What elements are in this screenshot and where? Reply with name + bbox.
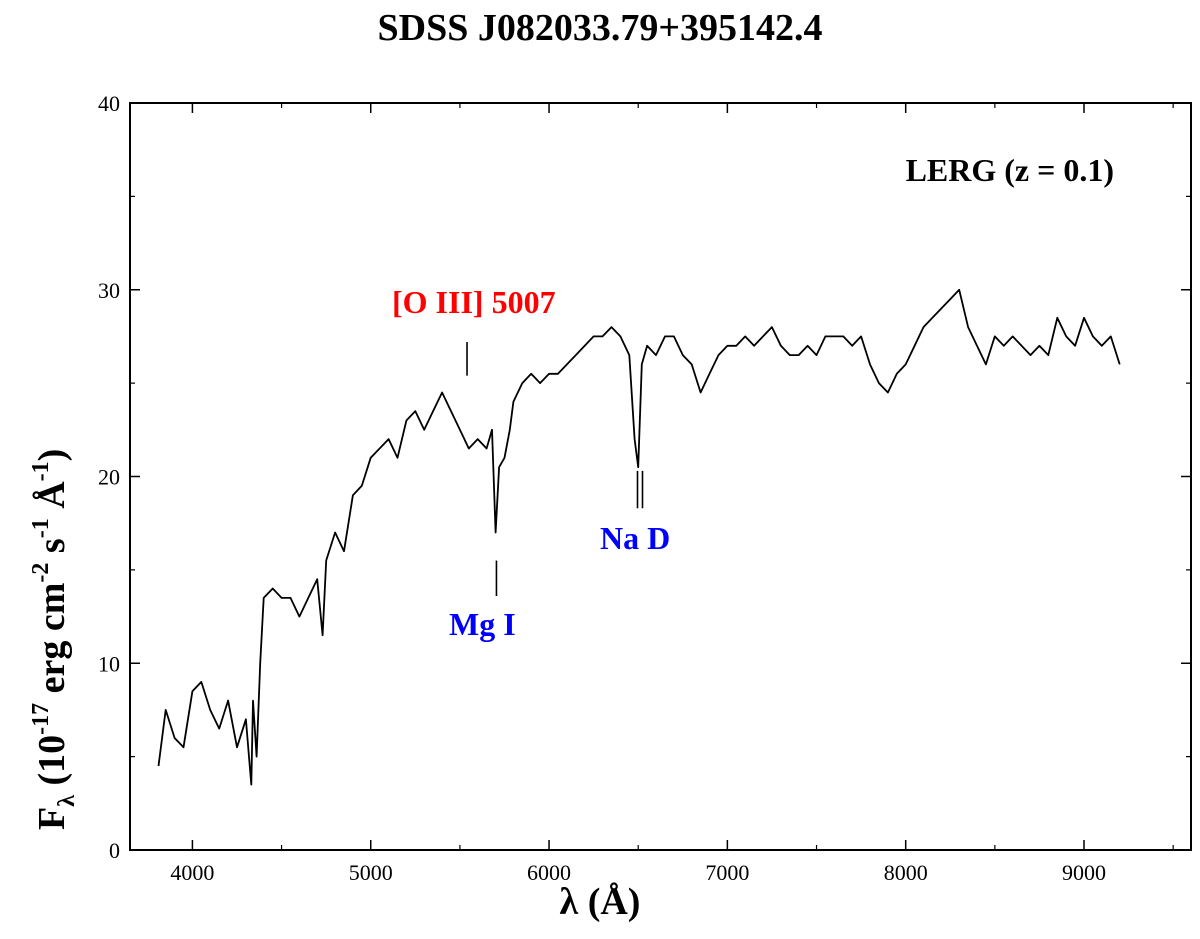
mg-i-label: Mg I xyxy=(449,606,516,642)
ylabel-unit2: s xyxy=(31,538,73,553)
y-tick-label: 40 xyxy=(98,91,120,116)
ylabel-base-sub: λ xyxy=(54,795,80,807)
ylabel-unit3: Å xyxy=(31,481,73,509)
x-tick-label: 4000 xyxy=(170,860,214,885)
x-tick-label: 9000 xyxy=(1062,860,1106,885)
ylabel-exp4: -1 xyxy=(28,461,54,481)
axis-ticks: 4000 5000 6000 7000 8000 9000 0 10 20 30 40 xyxy=(98,91,1191,885)
plot-frame xyxy=(129,102,1192,851)
na-d-label: Na D xyxy=(600,520,671,556)
chart-title: SDSS J082033.79+395142.4 xyxy=(377,7,823,49)
ylabel-exp2: -2 xyxy=(28,563,54,583)
ylabel-close: ) xyxy=(31,449,73,462)
y-tick-label: 0 xyxy=(109,838,120,863)
y-tick-label: 10 xyxy=(98,651,120,676)
x-tick-label: 7000 xyxy=(705,860,749,885)
object-class-label: LERG (z = 0.1) xyxy=(905,152,1114,188)
ylabel-unit1: erg cm xyxy=(31,583,73,694)
x-tick-label: 6000 xyxy=(527,860,571,885)
spectrum-line xyxy=(157,288,1121,786)
y-tick-label: 30 xyxy=(98,278,120,303)
y-tick-label: 20 xyxy=(98,465,120,490)
x-axis-label: λ (Å) xyxy=(559,881,641,923)
x-tick-label: 5000 xyxy=(349,860,393,885)
ylabel-open: (10 xyxy=(31,735,73,786)
y-axis-label: Fλ (10-17 erg cm-2 s-1 Å-1) xyxy=(28,449,80,830)
ylabel-base: F xyxy=(31,807,73,830)
ylabel-exp3: -1 xyxy=(28,518,54,538)
ylabel-exp1: -17 xyxy=(28,703,54,735)
annotation-ticks xyxy=(466,342,644,597)
svg-text:Fλ (10-17 erg cm-2 s-1 Å-1): Fλ (10-17 erg cm-2 s-1 Å-1) xyxy=(28,449,80,830)
oiii-5007-label: [O III] 5007 xyxy=(392,284,556,320)
x-tick-label: 8000 xyxy=(884,860,928,885)
